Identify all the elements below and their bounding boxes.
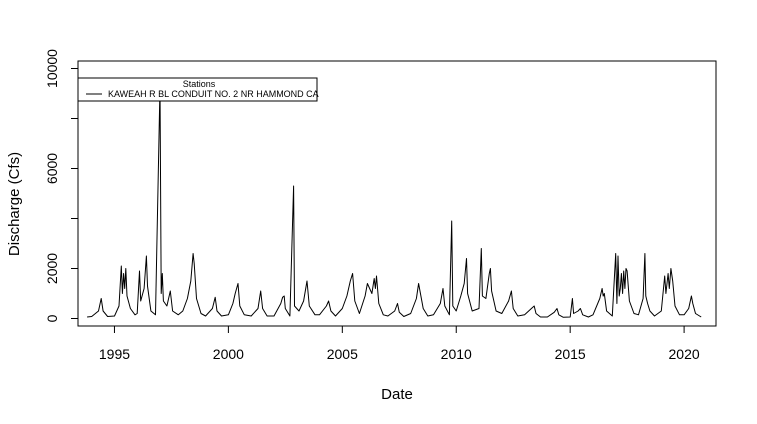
y-tick-label: 6000 bbox=[44, 153, 60, 184]
legend-entry-label: KAWEAH R BL CONDUIT NO. 2 NR HAMMOND CA bbox=[108, 89, 319, 99]
x-tick-label: 2015 bbox=[555, 346, 586, 362]
series-layer bbox=[87, 85, 702, 318]
x-tick-label: 2005 bbox=[327, 346, 358, 362]
x-tick-label: 2000 bbox=[213, 346, 244, 362]
x-tick-label: 1995 bbox=[99, 346, 130, 362]
legend-box bbox=[77, 77, 318, 102]
y-tick-label: 0 bbox=[44, 314, 60, 322]
y-tick-label: 2000 bbox=[44, 253, 60, 284]
legend-title: Stations bbox=[183, 79, 216, 89]
x-axis-title: Date bbox=[381, 386, 413, 403]
series-line bbox=[87, 85, 702, 318]
y-axis: 0 2000 6000 10000 bbox=[44, 49, 79, 322]
y-tick-label: 10000 bbox=[44, 49, 60, 88]
legend: Stations KAWEAH R BL CONDUIT NO. 2 NR HA… bbox=[77, 77, 319, 102]
x-tick-label: 2020 bbox=[669, 346, 700, 362]
y-axis-title: Discharge (Cfs) bbox=[6, 152, 23, 256]
x-tick-label: 2010 bbox=[441, 346, 472, 362]
x-axis: 1995 2000 2005 2010 2015 2020 bbox=[99, 325, 700, 362]
